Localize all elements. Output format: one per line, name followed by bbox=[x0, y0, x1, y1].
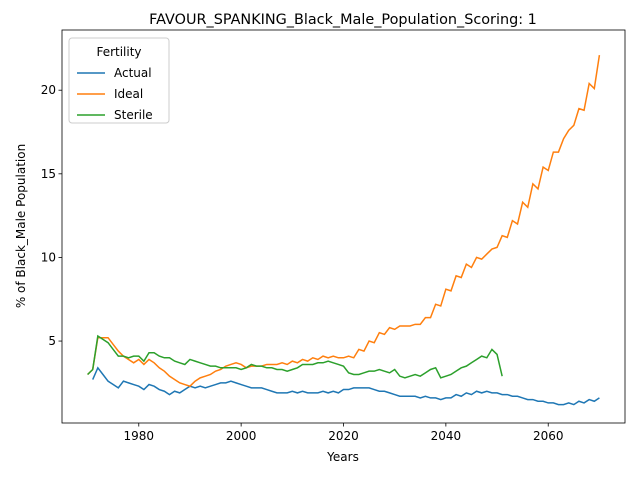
y-tick-label: 20 bbox=[41, 83, 56, 97]
legend-label: Ideal bbox=[114, 87, 143, 101]
x-tick-label: 2020 bbox=[328, 429, 359, 443]
chart-title: FAVOUR_SPANKING_Black_Male_Population_Sc… bbox=[149, 12, 537, 28]
line-series bbox=[87, 54, 601, 388]
x-axis-label: Years bbox=[326, 450, 359, 464]
plot-frame bbox=[61, 29, 626, 424]
y-axis-label: % of Black_Male Population bbox=[14, 144, 28, 308]
y-tick-label: 10 bbox=[41, 250, 56, 264]
line-series bbox=[92, 366, 600, 406]
legend-label: Sterile bbox=[114, 108, 153, 122]
legend-label: Actual bbox=[114, 66, 152, 80]
x-tick-label: 2000 bbox=[226, 429, 257, 443]
y-tick-label: 15 bbox=[41, 167, 56, 181]
legend-box bbox=[68, 37, 170, 124]
line-series bbox=[87, 334, 503, 379]
x-tick-label: 2040 bbox=[431, 429, 462, 443]
x-tick-label: 1980 bbox=[123, 429, 154, 443]
legend-title: Fertility bbox=[96, 45, 141, 59]
x-tick-label: 2060 bbox=[533, 429, 564, 443]
y-tick-label: 5 bbox=[48, 334, 56, 348]
